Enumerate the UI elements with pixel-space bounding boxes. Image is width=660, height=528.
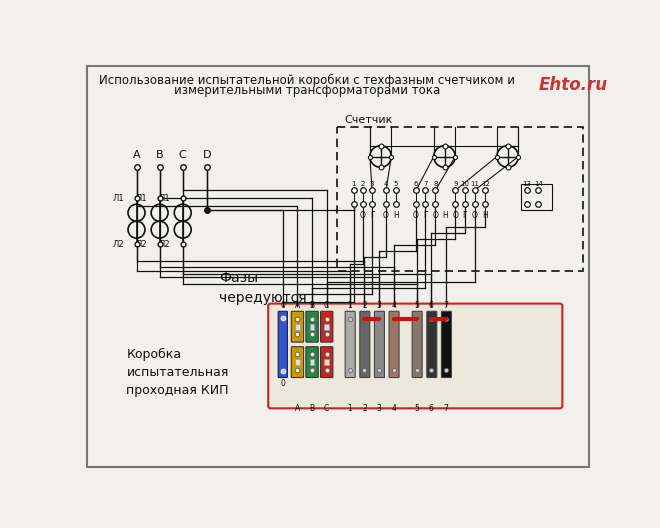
- Text: 5: 5: [414, 301, 419, 310]
- Text: Л1: Л1: [113, 194, 124, 203]
- Text: Г: Г: [462, 211, 467, 220]
- FancyBboxPatch shape: [268, 304, 562, 408]
- Text: измерительными трансформаторами тока: измерительными трансформаторами тока: [174, 84, 441, 97]
- Text: Счетчик: Счетчик: [345, 115, 393, 125]
- Text: 12: 12: [481, 181, 490, 186]
- Text: 14: 14: [534, 181, 543, 186]
- Text: О: О: [413, 211, 419, 220]
- Text: 5: 5: [414, 404, 419, 413]
- FancyBboxPatch shape: [278, 312, 287, 378]
- Text: 1: 1: [347, 301, 352, 310]
- Text: C: C: [179, 149, 187, 159]
- Text: О: О: [432, 211, 438, 220]
- Text: 7: 7: [444, 404, 449, 413]
- FancyBboxPatch shape: [374, 312, 384, 378]
- Bar: [325, 324, 329, 330]
- Text: Коробка
испытательная
проходная КИП: Коробка испытательная проходная КИП: [127, 348, 229, 398]
- FancyBboxPatch shape: [291, 347, 304, 378]
- Text: 6: 6: [429, 301, 434, 310]
- FancyBboxPatch shape: [321, 347, 333, 378]
- Text: О: О: [472, 211, 477, 220]
- Text: 1: 1: [351, 181, 356, 186]
- Text: 9: 9: [453, 181, 457, 186]
- Text: Фазы
чередуются: Фазы чередуются: [219, 271, 306, 305]
- Text: Н: Н: [442, 211, 448, 220]
- Text: 13: 13: [523, 181, 531, 186]
- Text: Л2: Л2: [113, 240, 124, 249]
- FancyBboxPatch shape: [389, 312, 399, 378]
- Text: Л1: Л1: [136, 194, 147, 203]
- Text: О: О: [452, 211, 458, 220]
- FancyBboxPatch shape: [360, 312, 370, 378]
- Text: О: О: [383, 211, 389, 220]
- Text: Л2: Л2: [159, 240, 170, 249]
- FancyBboxPatch shape: [412, 312, 422, 378]
- Text: 7: 7: [444, 301, 449, 310]
- Text: C: C: [324, 301, 329, 310]
- Bar: [521, 184, 552, 211]
- Text: B: B: [156, 149, 164, 159]
- Text: 8: 8: [433, 181, 438, 186]
- Text: 6: 6: [429, 404, 434, 413]
- Text: 0: 0: [280, 379, 285, 388]
- Bar: [295, 359, 300, 365]
- Text: 11: 11: [470, 181, 479, 186]
- Text: О: О: [360, 211, 366, 220]
- Text: Г: Г: [423, 211, 428, 220]
- Text: Использование испытательной коробки с техфазным счетчиком и: Использование испытательной коробки с те…: [100, 74, 515, 87]
- FancyBboxPatch shape: [291, 312, 304, 342]
- FancyBboxPatch shape: [306, 312, 318, 342]
- FancyBboxPatch shape: [442, 312, 451, 378]
- Text: A: A: [295, 404, 300, 413]
- FancyBboxPatch shape: [427, 312, 437, 378]
- FancyBboxPatch shape: [306, 347, 318, 378]
- Bar: [310, 324, 314, 330]
- Text: 4: 4: [391, 404, 396, 413]
- Text: 2: 2: [362, 301, 367, 310]
- Text: 2: 2: [361, 181, 365, 186]
- FancyBboxPatch shape: [345, 312, 355, 378]
- Bar: [310, 359, 314, 365]
- Text: 3: 3: [370, 181, 374, 186]
- Text: 5: 5: [394, 181, 398, 186]
- Text: B: B: [310, 404, 315, 413]
- Text: 3: 3: [377, 301, 381, 310]
- Text: 6: 6: [414, 181, 418, 186]
- Bar: [295, 324, 300, 330]
- Bar: [325, 359, 329, 365]
- Text: A: A: [133, 149, 141, 159]
- Text: 4: 4: [384, 181, 388, 186]
- Text: 7: 7: [423, 181, 428, 186]
- Text: C: C: [324, 404, 329, 413]
- Text: B: B: [310, 301, 315, 310]
- Text: 1: 1: [347, 404, 352, 413]
- FancyBboxPatch shape: [321, 312, 333, 342]
- Text: Н: Н: [482, 211, 488, 220]
- Text: Ehto.ru: Ehto.ru: [539, 76, 608, 93]
- Text: 4: 4: [391, 301, 396, 310]
- Text: Г: Г: [370, 211, 374, 220]
- Text: 2: 2: [362, 404, 367, 413]
- Text: 0: 0: [280, 301, 285, 310]
- Text: Л2: Л2: [136, 240, 147, 249]
- Text: 10: 10: [460, 181, 469, 186]
- Text: A: A: [295, 301, 300, 310]
- Text: Л1: Л1: [159, 194, 170, 203]
- Text: 3: 3: [377, 404, 381, 413]
- Text: D: D: [203, 149, 212, 159]
- Text: Н: Н: [393, 211, 399, 220]
